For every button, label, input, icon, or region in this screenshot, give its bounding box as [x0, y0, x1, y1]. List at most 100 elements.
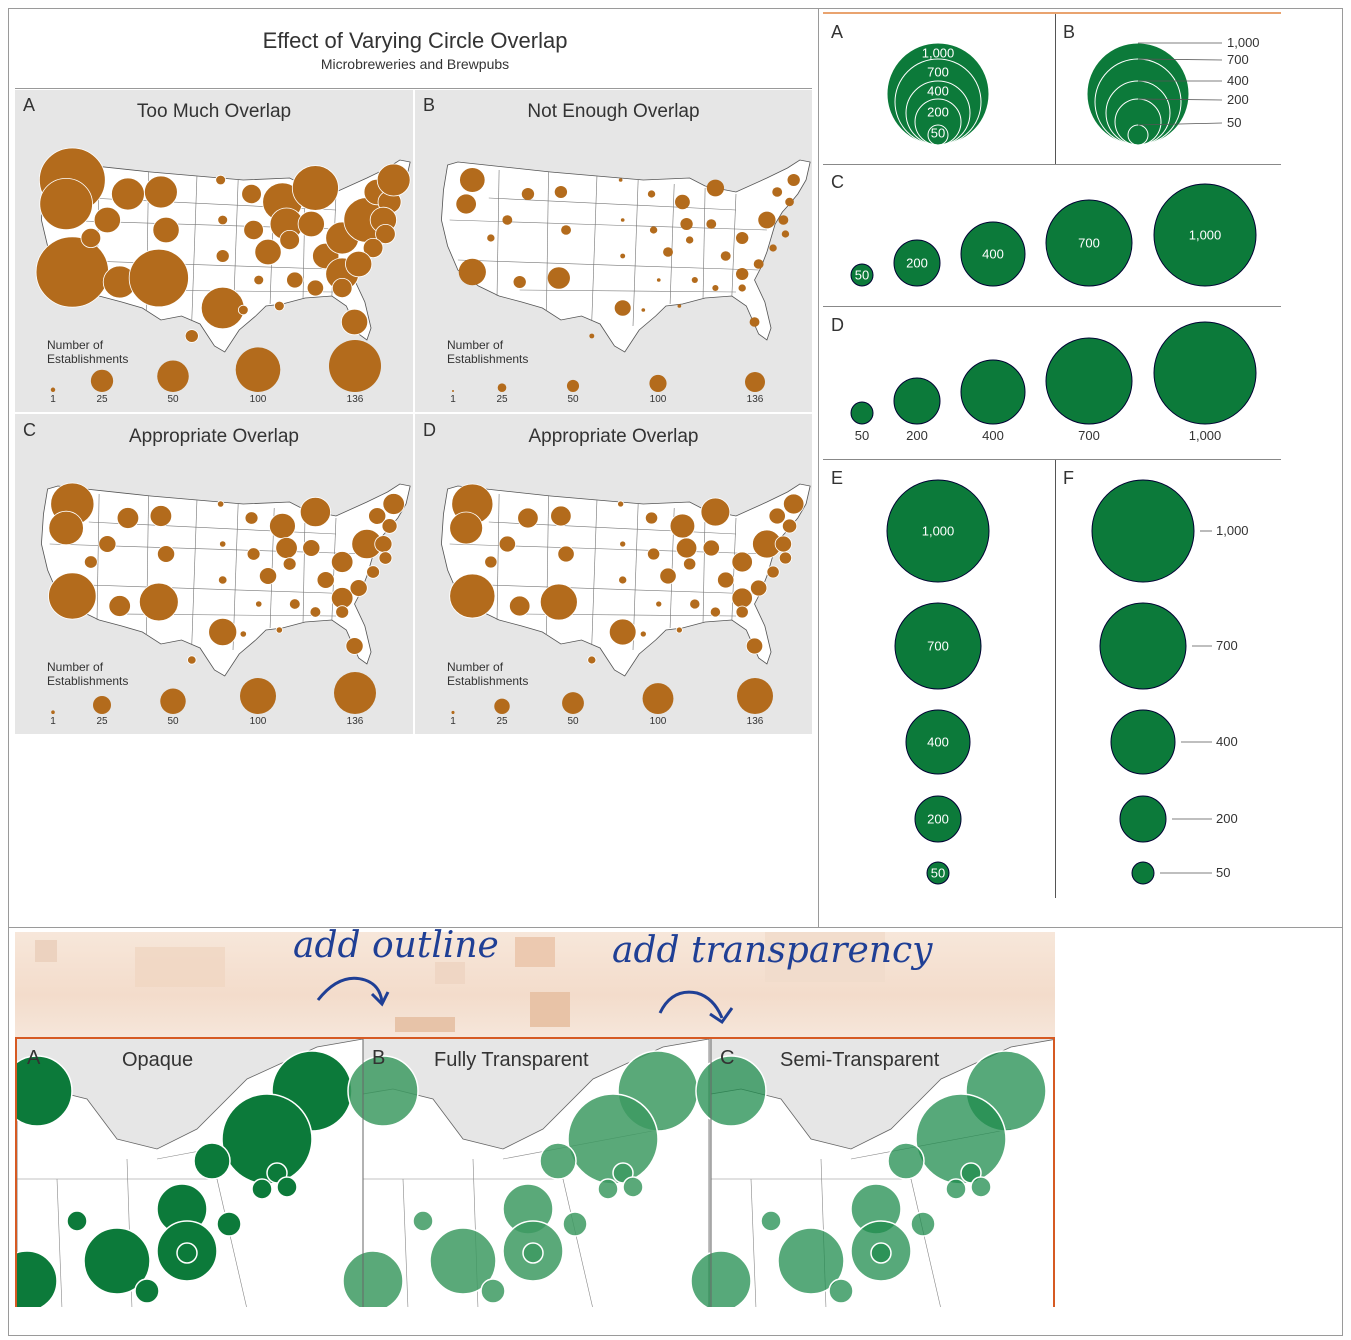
- brewery-circle: [244, 511, 259, 525]
- state-border: [591, 175, 598, 321]
- legend-value-label: 400: [982, 246, 1004, 262]
- legend-value-label: 1,000: [921, 523, 955, 539]
- brewery-circle: [241, 184, 262, 205]
- brewery-circle: [717, 571, 735, 589]
- brewery-circle: [508, 595, 531, 617]
- brewery-circle: [243, 220, 264, 241]
- figure-subtitle: Microbreweries and Brewpubs: [320, 56, 510, 72]
- legend-letter-d: D: [831, 315, 844, 335]
- legend-value-label: 200: [927, 104, 949, 120]
- legend-tick-label: 100: [249, 716, 267, 727]
- state-border: [57, 583, 359, 595]
- brewery-circle: [208, 617, 238, 647]
- brewery-circle: [306, 279, 325, 297]
- brewery-circle: [550, 505, 572, 527]
- panel-title: Appropriate Overlap: [128, 426, 300, 447]
- panel-title: Fully Transparent: [434, 1049, 589, 1071]
- state-border: [910, 1178, 941, 1307]
- leader-line: [1137, 98, 1223, 101]
- top-right-frame: [818, 8, 1343, 928]
- brewery-circle: [152, 216, 180, 244]
- brewery-circle: [116, 507, 140, 529]
- brewery-circle: [614, 300, 631, 316]
- brewery-circle: [255, 600, 263, 608]
- brewery-circle: [331, 277, 353, 298]
- brewery-circle: [449, 573, 496, 619]
- brewery-circle: [517, 507, 539, 529]
- brewery-circle: [98, 535, 117, 553]
- brewery-circle: [675, 626, 683, 634]
- brewery-circle: [620, 253, 626, 259]
- brewery-circle: [750, 579, 768, 597]
- legend-circle: [329, 340, 381, 392]
- legend-circle: [642, 683, 674, 714]
- legend-circle: [926, 861, 950, 885]
- brewery-circle: [691, 277, 698, 283]
- legend-value-label: 50: [1216, 865, 1231, 880]
- legend-tick-label: 136: [746, 716, 764, 727]
- state-border: [731, 517, 737, 621]
- brewery-circle: [617, 500, 625, 508]
- brewery-circle: [429, 1227, 497, 1295]
- brewery-circle: [618, 575, 628, 585]
- brewery-circle: [216, 500, 225, 508]
- legend-value-label: 400: [927, 83, 949, 99]
- brewery-circle: [656, 278, 661, 282]
- legend-tick-label: 1: [450, 716, 456, 727]
- legend-circle: [893, 239, 941, 287]
- annotation-add-outline: add outline: [293, 925, 499, 966]
- brewery-circle: [39, 178, 93, 231]
- legend-value-label: 1,000: [1227, 35, 1260, 50]
- state-border: [96, 493, 100, 621]
- legend-value-label: 50: [930, 125, 946, 141]
- legend-value-label: 400: [982, 428, 1004, 443]
- legend-circle: [1110, 709, 1176, 775]
- figure-title: Effect of Varying Circle Overlap: [262, 28, 568, 53]
- brewery-circle: [498, 535, 516, 553]
- legend-value-label: 200: [906, 255, 928, 271]
- state-border: [302, 511, 306, 623]
- brewery-circle: [128, 248, 189, 308]
- brewery-circle: [712, 285, 719, 291]
- brewery-circle: [777, 1227, 845, 1295]
- brewery-circle: [291, 165, 339, 211]
- brewery-circle: [345, 250, 373, 278]
- brewery-circle: [484, 555, 498, 569]
- brewery-circle: [787, 174, 800, 186]
- brewery-circle: [239, 630, 247, 638]
- brewery-circle: [449, 511, 484, 545]
- legend-circle: [1153, 321, 1257, 425]
- brewery-circle: [288, 598, 301, 610]
- brewery-circle: [647, 547, 661, 561]
- state-border: [56, 1178, 63, 1307]
- legend-circle: [1091, 479, 1195, 583]
- brewery-circle: [706, 219, 717, 229]
- legend-tick-label: 100: [249, 394, 267, 405]
- state-border: [731, 193, 737, 297]
- brewery-circle: [706, 179, 725, 197]
- map-panel-a: A Too Much Overlap Number of Establishmen…: [15, 90, 413, 412]
- brewery-circle: [80, 228, 102, 249]
- brewery-circle: [251, 1178, 273, 1200]
- panel-title: Appropriate Overlap: [528, 426, 699, 447]
- legend-circle: [745, 372, 765, 392]
- brewery-circle: [758, 211, 776, 229]
- legend-circle: [1119, 795, 1167, 843]
- leader-line: [1137, 122, 1223, 126]
- brewery-circle: [554, 186, 568, 198]
- brewery-circle: [502, 215, 513, 225]
- legend-value-label: 700: [1078, 235, 1100, 251]
- brewery-circle: [608, 618, 637, 646]
- state-border: [457, 259, 759, 271]
- legend-letter-c: C: [831, 172, 844, 192]
- brewery-circle: [217, 214, 229, 226]
- brewery-circle: [720, 251, 731, 261]
- brewery-circle: [299, 496, 331, 528]
- panel-letter: B: [423, 95, 436, 115]
- legend-circle: [562, 692, 584, 714]
- legend-tick-label: 1: [50, 394, 56, 405]
- brewery-circle: [828, 1278, 854, 1304]
- brewery-circle: [689, 598, 701, 610]
- brewery-circle: [690, 1250, 752, 1307]
- brewery-circle: [644, 511, 659, 525]
